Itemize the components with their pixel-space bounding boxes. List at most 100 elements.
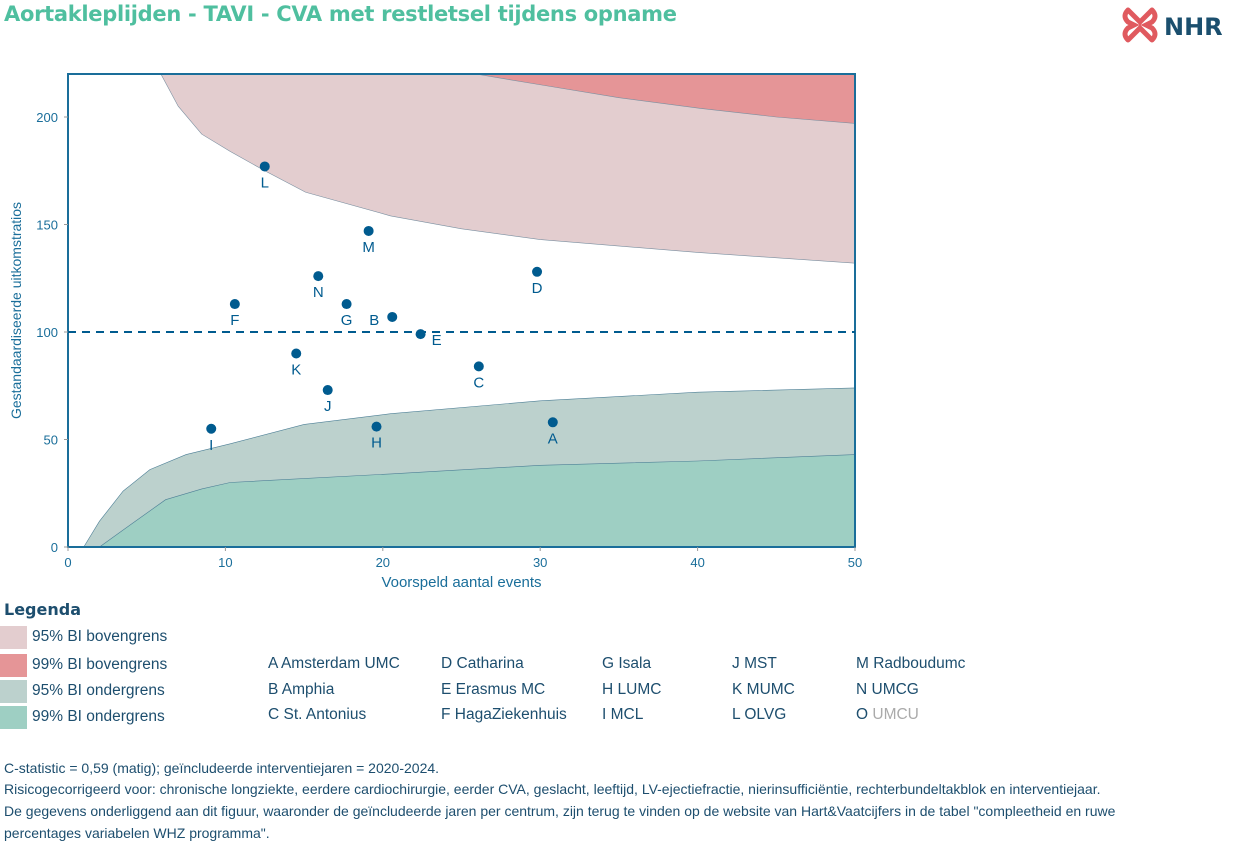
data-point-m [363, 225, 374, 236]
data-label-f: F [230, 312, 239, 329]
y-tick-label: 200 [36, 110, 58, 125]
x-tick-label: 0 [64, 555, 71, 570]
hospital-code: F [441, 706, 455, 723]
y-tick-label: 50 [44, 433, 58, 448]
x-tick-label: 50 [848, 555, 862, 570]
data-point-k [291, 348, 302, 359]
data-point-e [415, 329, 426, 340]
hospital-code: B [268, 681, 282, 698]
hospital-code: H [602, 681, 618, 698]
hospital-name: Isala [618, 655, 652, 672]
x-axis-label: Voorspeld aantal events [381, 574, 541, 591]
data-label-m: M [362, 239, 375, 256]
legend-hospital-e: E Erasmus MC [441, 681, 545, 699]
hospital-code: C [268, 706, 284, 723]
x-tick-label: 20 [376, 555, 390, 570]
legend-swatch [0, 625, 27, 649]
hospital-name: MUMC [746, 681, 795, 698]
legend-hospital-f: F HagaZiekenhuis [441, 706, 567, 724]
svg-text:NHR: NHR [1164, 13, 1223, 41]
page-title: Aortakleplijden - TAVI - CVA met restlet… [4, 2, 677, 26]
legend-hospital-n: N UMCG [856, 681, 919, 699]
legend-item: 95% BI ondergrens [0, 679, 165, 703]
data-point-i [206, 423, 217, 434]
legend-hospital-d: D Catharina [441, 655, 524, 673]
data-point-l [259, 161, 270, 172]
data-label-j: J [324, 398, 332, 415]
hospital-code: I [602, 706, 611, 723]
data-label-g: G [341, 312, 353, 329]
x-tick-label: 10 [218, 555, 232, 570]
data-label-k: K [291, 362, 301, 379]
hospital-name: Amsterdam UMC [280, 655, 400, 672]
hospital-name: MCL [610, 706, 644, 723]
legend-hospital-b: B Amphia [268, 681, 334, 699]
hospital-name: HagaZiekenhuis [454, 706, 567, 723]
data-point-d [532, 266, 543, 277]
hospital-code: A [268, 655, 281, 672]
hospital-code: G [602, 655, 619, 672]
legend-label: 95% BI ondergrens [32, 682, 165, 699]
hospital-name: MST [744, 655, 777, 672]
y-tick-label: 150 [36, 218, 58, 233]
data-point-n [313, 271, 324, 282]
data-label-a: A [548, 430, 558, 447]
footnote-line: C-statistic = 0,59 (matig); geïncludeerd… [4, 760, 440, 776]
legend-item: 99% BI bovengrens [0, 653, 167, 677]
legend-hospital-h: H LUMC [602, 681, 661, 699]
legend-label: 99% BI bovengrens [32, 656, 168, 673]
legend-hospital-k: K MUMC [732, 681, 795, 699]
legend-hospital-l: L OLVG [732, 706, 786, 724]
hospital-code: O [856, 706, 873, 723]
data-label-d: D [532, 280, 543, 297]
footnote-line: percentages variabelen WHZ programma". [4, 825, 270, 841]
data-label-n: N [313, 284, 324, 301]
data-point-b [387, 311, 398, 322]
hospital-name: LUMC [617, 681, 662, 698]
legend-title: Legenda [4, 600, 81, 619]
hospital-name: UMCG [871, 681, 919, 698]
hospital-code: E [441, 681, 456, 698]
data-point-h [371, 421, 382, 432]
footnote-line: Risicogecorrigeerd voor: chronische long… [4, 781, 1101, 797]
data-point-g [341, 299, 352, 310]
hospital-code: D [441, 655, 457, 672]
legend-hospital-j: J MST [732, 655, 777, 673]
hospital-name: Amphia [281, 681, 335, 698]
legend-hospital-g: G Isala [602, 655, 651, 673]
legend-hospital-a: A Amsterdam UMC [268, 655, 400, 673]
data-point-j [322, 385, 333, 396]
hospital-code: J [732, 655, 745, 672]
hospital-code: L [732, 706, 745, 723]
y-tick-label: 0 [51, 540, 58, 555]
legend-item: 99% BI ondergrens [0, 705, 165, 729]
data-label-e: E [432, 332, 442, 349]
legend-label: 99% BI ondergrens [32, 708, 165, 725]
footnote-line: De gegevens onderliggend aan dit figuur,… [4, 803, 1116, 819]
x-tick-label: 40 [690, 555, 704, 570]
data-label-l: L [261, 174, 269, 191]
legend-hospital-o: O UMCU [856, 706, 919, 724]
nhr-logo: NHR [1122, 7, 1223, 43]
legend-hospital-m: M Radboudumc [856, 655, 965, 673]
hospital-name: OLVG [744, 706, 787, 723]
hospital-name: St. Antonius [283, 706, 367, 723]
hospital-code: N [856, 681, 872, 698]
x-tick-label: 30 [533, 555, 547, 570]
hospital-name: Erasmus MC [455, 681, 546, 698]
data-point-f [229, 299, 240, 310]
data-label-c: C [473, 374, 484, 391]
data-point-a [547, 417, 558, 428]
hospital-code: K [732, 681, 747, 698]
hospital-name: Catharina [456, 655, 524, 672]
hospital-name: UMCU [872, 706, 919, 723]
data-label-h: H [371, 435, 382, 452]
funnel-plot: 0 10 20 30 40 50 0 50 100 150 200 Voorspeld aantal … [8, 73, 862, 591]
data-label-b: B [369, 312, 379, 329]
plot-frame [67, 73, 856, 548]
legend-label: 95% BI bovengrens [32, 628, 168, 645]
data-point-c [473, 361, 484, 372]
legend-swatch [0, 679, 27, 703]
hospital-code: M [856, 655, 874, 672]
legend-swatch [0, 705, 27, 729]
